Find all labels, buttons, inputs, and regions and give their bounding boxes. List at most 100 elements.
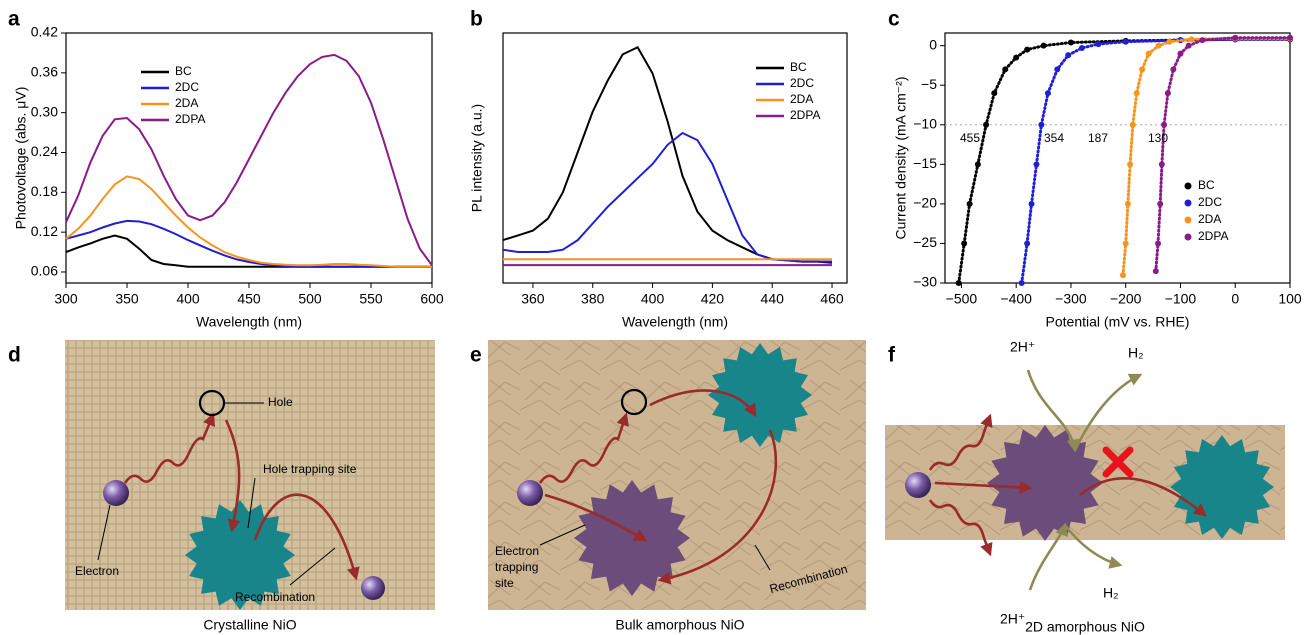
data-point bbox=[1232, 34, 1239, 41]
legend-label: 2DC bbox=[175, 80, 199, 94]
y-tick-label: −30 bbox=[913, 274, 937, 290]
annotation: 130 bbox=[1148, 131, 1168, 145]
arrow bbox=[1063, 524, 1123, 569]
y-tick-label: 0.42 bbox=[31, 24, 58, 40]
data-point bbox=[961, 240, 968, 247]
x-tick-label: 380 bbox=[581, 291, 605, 307]
data-point bbox=[1170, 66, 1177, 73]
label: Electron bbox=[75, 564, 119, 578]
series-trace bbox=[1154, 36, 1292, 273]
panel-label: f bbox=[888, 344, 896, 367]
x-tick-label: 400 bbox=[641, 291, 665, 307]
label: 2H⁺ bbox=[1000, 611, 1025, 627]
block-mark bbox=[1102, 446, 1134, 478]
data-point bbox=[1065, 52, 1072, 59]
legend-label: 2DA bbox=[175, 96, 198, 110]
x-axis-label: Wavelength (nm) bbox=[622, 314, 728, 330]
wavy-arrow bbox=[928, 499, 993, 557]
y-tick-label: −10 bbox=[913, 115, 937, 131]
leader bbox=[97, 504, 111, 561]
series-line bbox=[502, 131, 832, 263]
x-tick-label: 440 bbox=[761, 291, 785, 307]
caption: Crystalline NiO bbox=[203, 617, 296, 633]
y-axis-label: PL intensity (a.u.) bbox=[469, 104, 485, 212]
data-point bbox=[1018, 280, 1025, 286]
annotation: 354 bbox=[1044, 131, 1064, 145]
data-point bbox=[1161, 121, 1168, 128]
data-point bbox=[1028, 200, 1035, 207]
series-line bbox=[65, 53, 433, 266]
data-point bbox=[1002, 66, 1009, 73]
y-tick-label: 0.12 bbox=[31, 223, 58, 239]
panel-label: d bbox=[8, 344, 21, 367]
data-point bbox=[1188, 36, 1195, 43]
label: H₂ bbox=[1103, 585, 1119, 601]
panel-label: c bbox=[888, 8, 900, 31]
trap-site bbox=[185, 500, 295, 610]
plot-frame bbox=[944, 32, 1291, 284]
x-tick-label: 360 bbox=[521, 291, 545, 307]
data-point bbox=[1158, 161, 1165, 168]
data-point bbox=[1122, 240, 1129, 247]
legend-label: 2DPA bbox=[1198, 229, 1228, 243]
annotation: 455 bbox=[960, 131, 980, 145]
panel-label: e bbox=[470, 344, 482, 367]
caption: Bulk amorphous NiO bbox=[615, 617, 744, 633]
panel-label: a bbox=[8, 8, 20, 31]
y-tick-label: 0.30 bbox=[31, 103, 58, 119]
x-tick-label: 400 bbox=[176, 291, 200, 307]
x-tick-label: 100 bbox=[1278, 291, 1302, 307]
data-point bbox=[1157, 200, 1164, 207]
legend-swatch bbox=[1184, 216, 1192, 224]
data-point bbox=[1166, 38, 1173, 45]
x-tick-label: −400 bbox=[1000, 291, 1032, 307]
y-axis-label: Current density (mA cm⁻²) bbox=[893, 77, 909, 240]
data-point bbox=[1155, 42, 1162, 49]
data-point bbox=[1067, 39, 1074, 46]
legend-label: BC bbox=[1198, 178, 1215, 192]
leader bbox=[754, 544, 771, 571]
y-tick-label: 0.06 bbox=[31, 263, 58, 279]
x-tick-label: 550 bbox=[359, 291, 383, 307]
data-point bbox=[1133, 90, 1140, 97]
trap-site bbox=[574, 480, 690, 596]
data-point bbox=[1095, 41, 1102, 48]
data-point bbox=[1040, 42, 1047, 49]
arrow bbox=[1026, 369, 1080, 453]
x-tick-label: 600 bbox=[420, 291, 444, 307]
label: trapping bbox=[495, 560, 538, 574]
diagrams: d Hole Hole trapping site Electron Recom… bbox=[8, 339, 1285, 635]
data-point bbox=[1122, 38, 1129, 45]
y-tick-label: −25 bbox=[913, 234, 937, 250]
electron bbox=[103, 480, 129, 506]
x-tick-label: 420 bbox=[701, 291, 725, 307]
data-point bbox=[983, 121, 990, 128]
data-point bbox=[1185, 42, 1192, 49]
data-point bbox=[1287, 34, 1293, 41]
data-point bbox=[1152, 268, 1159, 275]
arrow bbox=[224, 419, 241, 533]
x-tick-label: −200 bbox=[1110, 291, 1142, 307]
panel-label: b bbox=[470, 8, 483, 31]
data-point bbox=[1164, 90, 1171, 97]
data-point bbox=[955, 280, 962, 286]
data-point bbox=[1033, 161, 1040, 168]
label: site bbox=[495, 576, 514, 590]
data-point bbox=[1127, 161, 1134, 168]
leader bbox=[289, 547, 336, 586]
arrow bbox=[1028, 522, 1068, 591]
y-tick-label: −15 bbox=[913, 155, 937, 171]
background bbox=[488, 340, 866, 610]
trap-site bbox=[708, 343, 812, 447]
arrow bbox=[649, 389, 757, 418]
legend-swatch bbox=[1184, 199, 1192, 207]
legend-label: 2DC bbox=[1198, 195, 1222, 209]
arrow bbox=[934, 480, 1033, 494]
series-line bbox=[502, 45, 833, 264]
legend-label: BC bbox=[175, 64, 192, 78]
trap-site bbox=[1170, 435, 1274, 539]
x-tick-label: 450 bbox=[237, 291, 261, 307]
data-point bbox=[1038, 121, 1045, 128]
trap-site bbox=[987, 425, 1103, 541]
